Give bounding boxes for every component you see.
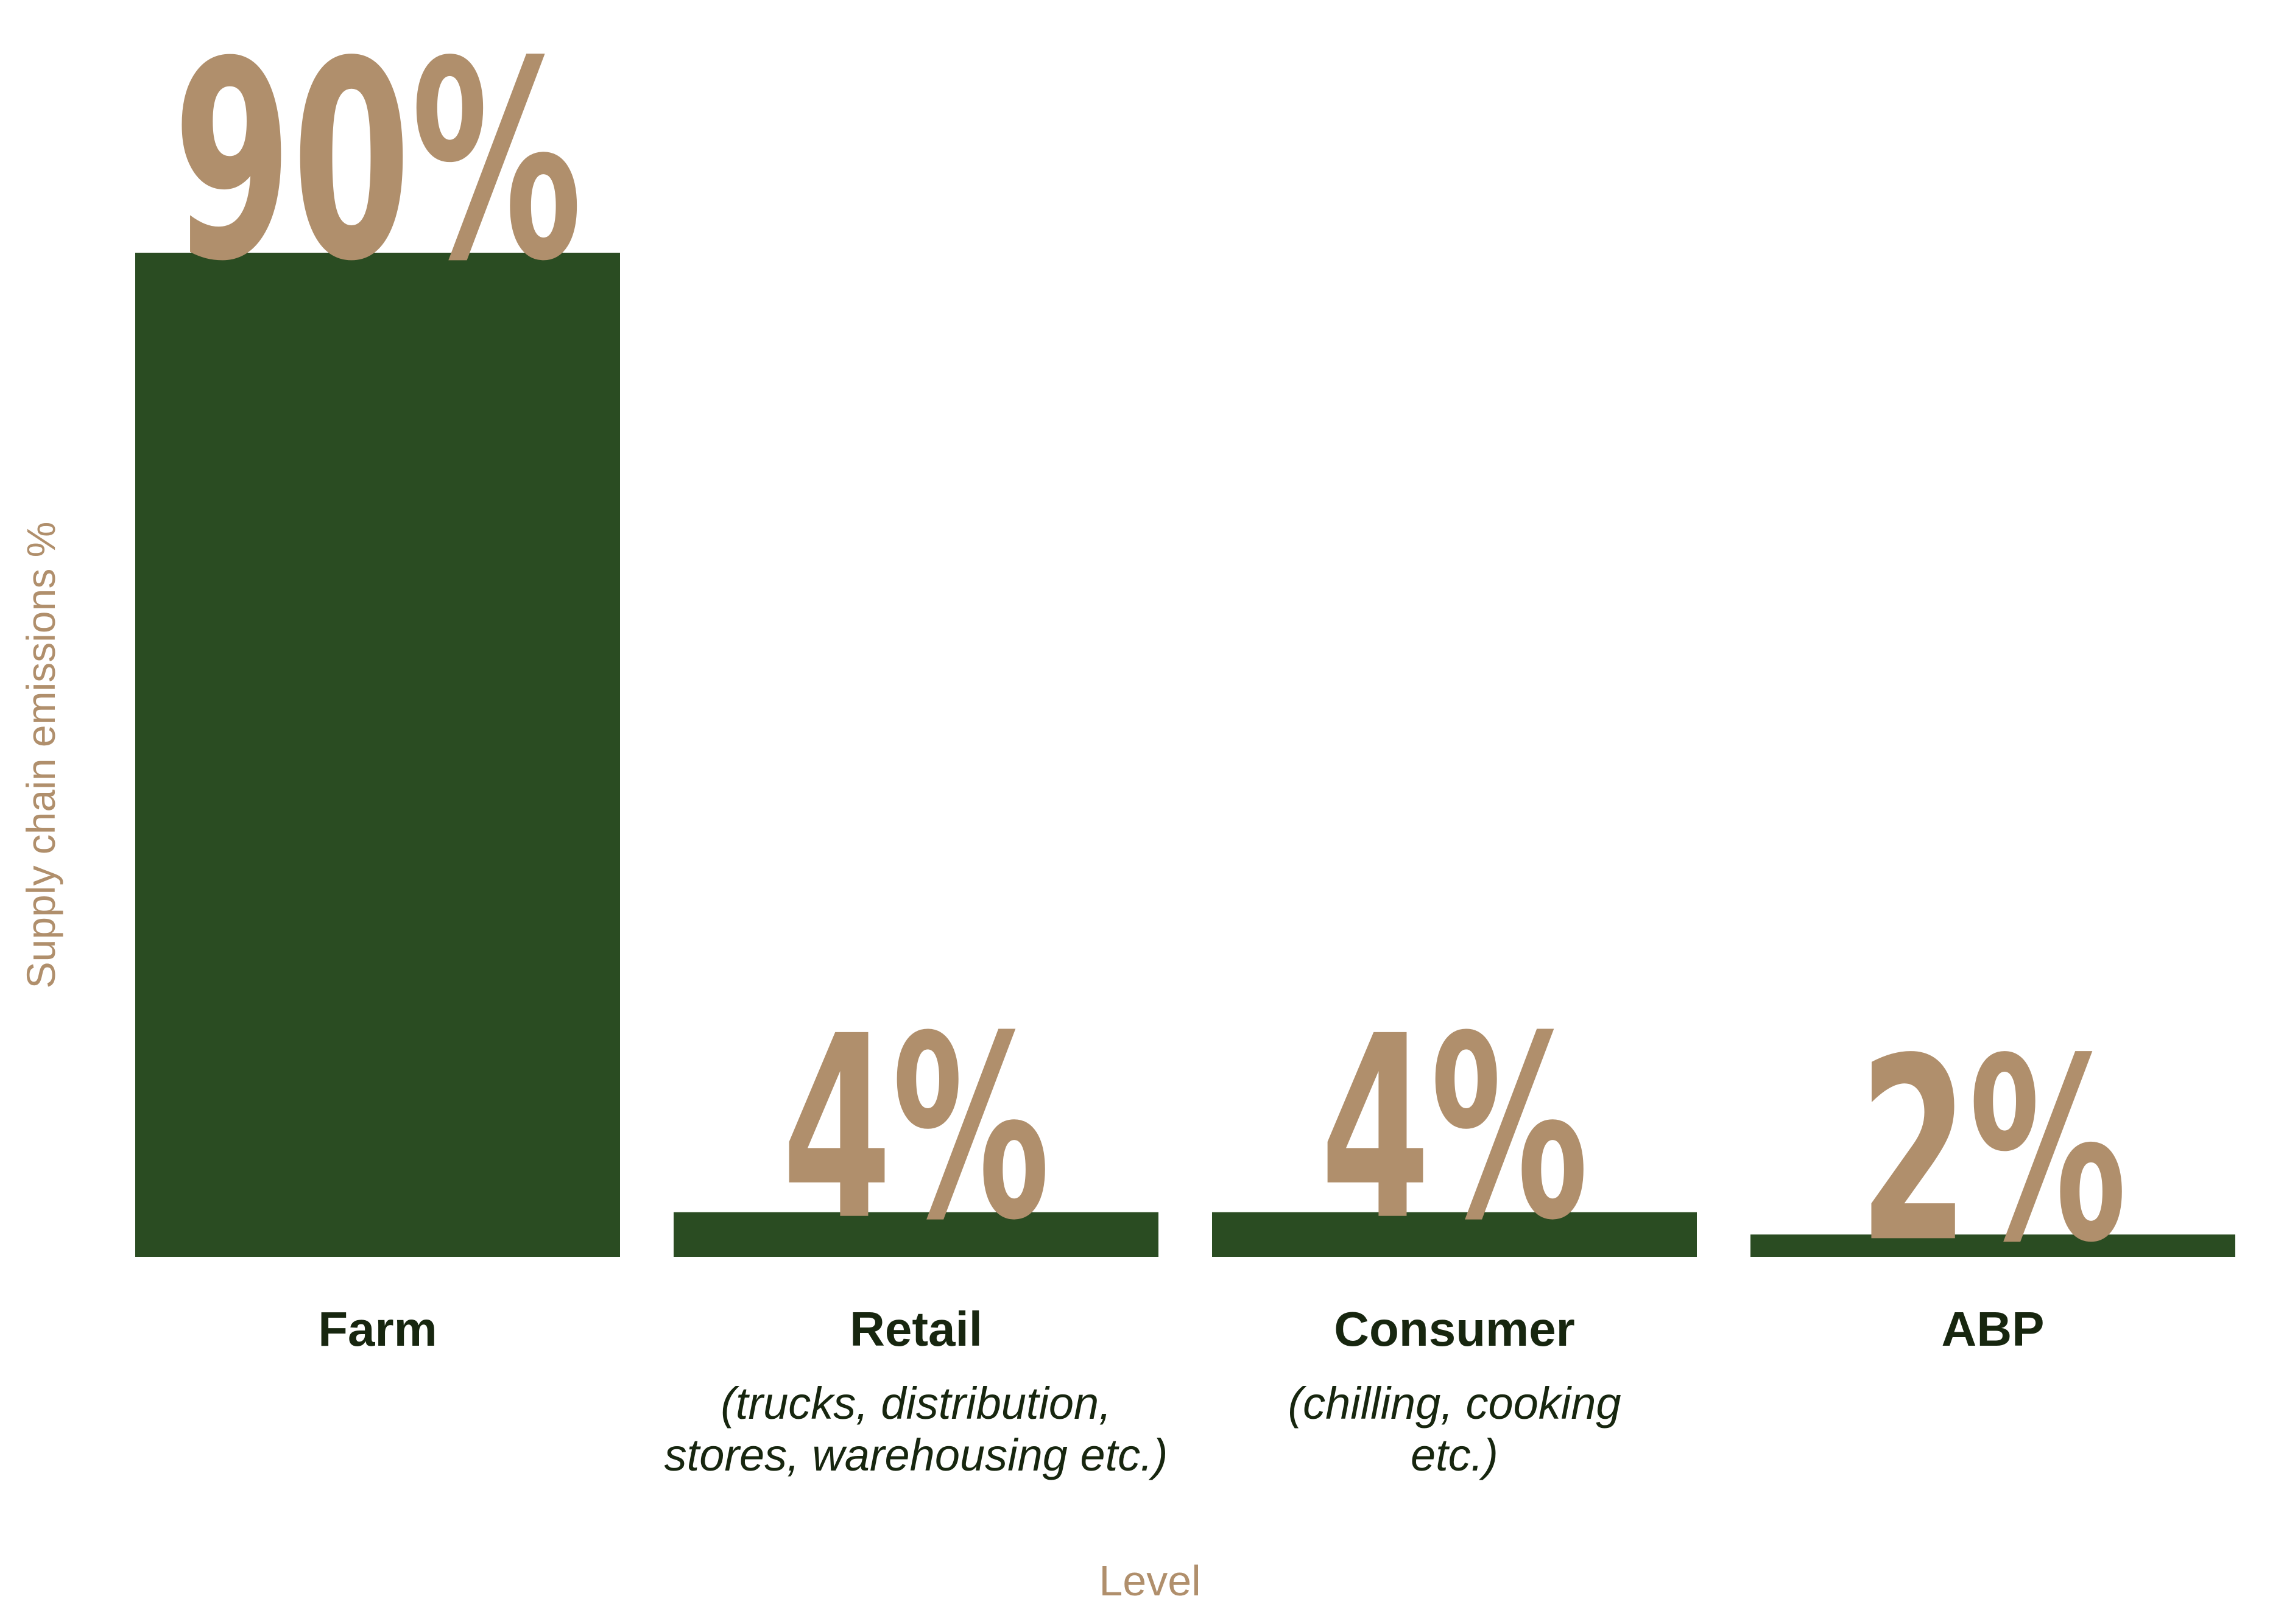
category-note-consumer-1: (chilling, cooking: [1288, 1378, 1621, 1429]
value-labels-layer: 90% 4% 4% 2%: [173, 4, 2127, 1298]
category-label-farm: Farm: [318, 1302, 437, 1356]
bar-consumer: [1212, 1212, 1697, 1257]
category-note-consumer-2: etc.): [1411, 1430, 1498, 1480]
category-note-retail-2: stores, warehousing etc.): [664, 1430, 1168, 1480]
x-axis-title: Level: [1099, 1557, 1200, 1605]
y-axis-title: Supply chain emissions %: [18, 522, 63, 989]
category-label-retail: Retail: [850, 1302, 982, 1356]
bar-farm: [135, 253, 620, 1257]
bars-layer: [135, 253, 2235, 1257]
bar-retail: [674, 1212, 1158, 1257]
category-labels-layer: Farm Retail (trucks, distribution,stores, …: [318, 1302, 2044, 1480]
value-label-abp: 2%: [1859, 1005, 2127, 1298]
category-label-abp: ABP: [1942, 1302, 2045, 1356]
value-label-farm: 90%: [173, 4, 582, 321]
value-label-consumer: 4%: [1320, 982, 1588, 1276]
category-label-consumer: Consumer: [1334, 1302, 1575, 1356]
value-label-retail: 4%: [782, 982, 1050, 1276]
bar-abp: [1750, 1234, 2235, 1257]
category-note-retail-1: (trucks, distribution,: [721, 1378, 1112, 1429]
